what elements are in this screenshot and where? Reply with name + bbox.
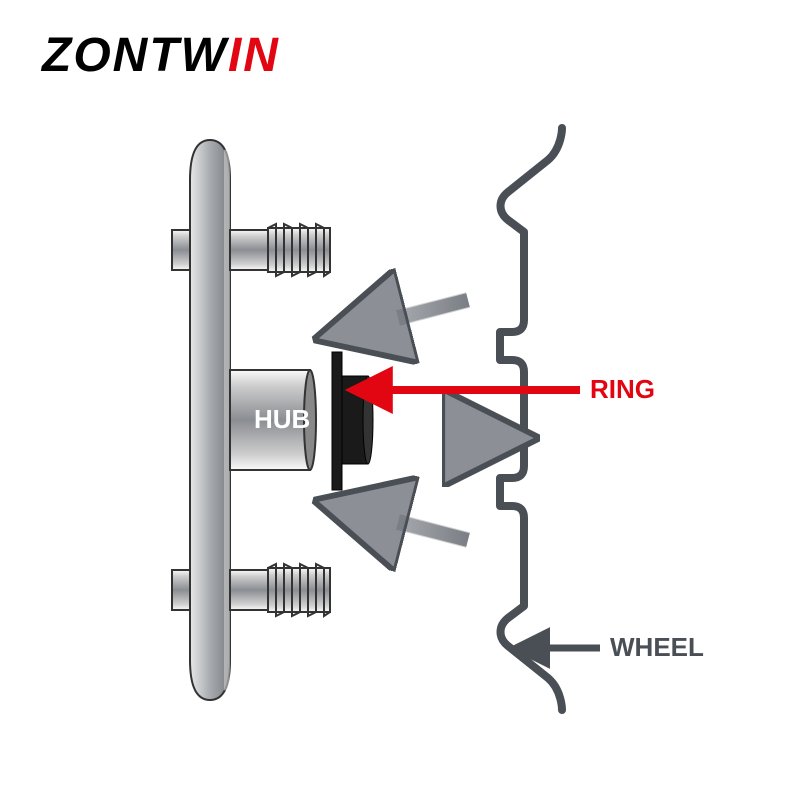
ring-label: RING xyxy=(590,374,655,404)
diagram-canvas: HUB RING WHEEL xyxy=(0,0,800,800)
bolt-top xyxy=(230,224,330,276)
bolt-bottom xyxy=(230,564,330,616)
bolt-head-top xyxy=(172,230,190,270)
assembly-arrow-lower xyxy=(398,522,468,540)
brand-logo: ZONTWIN xyxy=(42,28,280,83)
wheel-label: WHEEL xyxy=(610,632,704,662)
assembly-arrow-upper xyxy=(398,300,468,318)
hub-flange xyxy=(190,140,230,700)
centric-ring xyxy=(332,352,373,490)
bolt-head-bottom xyxy=(172,570,190,610)
hub-label: HUB xyxy=(254,404,310,434)
logo-part2: IN xyxy=(228,29,280,82)
logo-part1: ZONTW xyxy=(42,29,228,82)
wheel-profile xyxy=(500,128,562,710)
